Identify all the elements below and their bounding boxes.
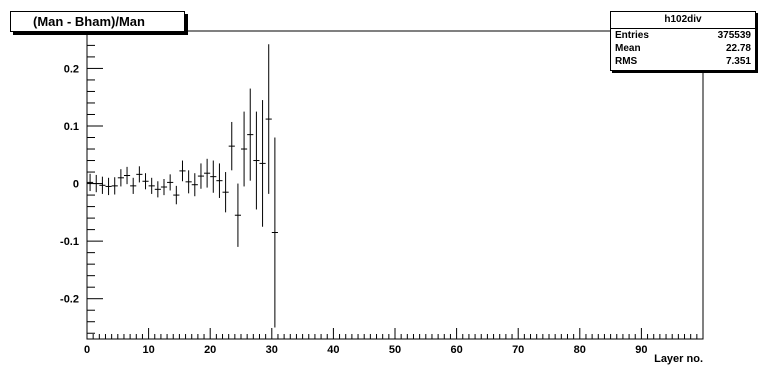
x-tick-label: 20 [204, 344, 216, 356]
data-point [154, 181, 161, 198]
x-tick-label: 40 [327, 344, 339, 356]
x-tick-label: 10 [142, 344, 154, 356]
x-tick-label: 0 [84, 344, 90, 356]
data-point [179, 160, 186, 182]
plot-frame [86, 30, 704, 340]
x-tick-label: 60 [450, 344, 462, 356]
data-point [247, 88, 254, 181]
data-point [117, 169, 124, 187]
data-point [130, 177, 137, 194]
data-point [253, 111, 260, 210]
stats-rms-label: RMS [615, 56, 638, 67]
data-point [265, 44, 272, 194]
stats-box: h102div Entries 375539 Mean 22.78 RMS 7.… [610, 11, 756, 71]
x-axis-label: Layer no. [654, 353, 703, 365]
data-point [185, 170, 192, 194]
stats-mean-label: Mean [615, 43, 641, 54]
data-point [123, 166, 131, 185]
data-point [204, 158, 211, 188]
stats-entries-value: 375539 [717, 30, 751, 41]
data-point [142, 173, 149, 190]
data-point [216, 163, 223, 198]
data-point [197, 163, 205, 189]
data-point [228, 121, 235, 171]
data-points [87, 44, 278, 328]
data-point [160, 178, 168, 196]
data-point [259, 100, 266, 227]
data-point [111, 177, 118, 195]
stats-mean-value: 22.78 [725, 43, 751, 54]
y-tick-label: -0.1 [60, 236, 79, 248]
stats-row-mean: Mean 22.78 [611, 42, 755, 55]
data-point [271, 137, 278, 328]
data-point [234, 183, 241, 247]
x-tick-label: 30 [266, 344, 278, 356]
y-tick-label: 0.2 [64, 63, 79, 75]
data-point [191, 173, 198, 197]
histogram-title: (Man - Bham)/Man [10, 11, 185, 32]
data-point [99, 176, 106, 194]
data-point [167, 174, 174, 191]
stats-rms-value: 7.351 [725, 56, 751, 67]
y-tick-label: -0.2 [60, 294, 79, 306]
data-point [87, 173, 94, 192]
data-point [210, 160, 217, 193]
x-axis-ticks: 0 10 20 30 40 50 60 70 80 90 [84, 328, 698, 356]
data-point [105, 177, 112, 196]
data-point [136, 166, 143, 183]
data-point [93, 174, 100, 193]
data-point [241, 111, 248, 187]
x-tick-label: 90 [635, 344, 647, 356]
y-tick-label: 0.1 [64, 121, 79, 133]
stats-name: h102div [611, 12, 755, 29]
x-tick-label: 50 [389, 344, 401, 356]
data-point [222, 172, 229, 213]
y-axis-ticks: -0.2 -0.1 0 0.1 0.2 [60, 33, 103, 334]
data-point [173, 185, 180, 205]
stats-entries-label: Entries [615, 30, 649, 41]
stats-row-entries: Entries 375539 [611, 29, 755, 42]
x-tick-label: 70 [512, 344, 524, 356]
data-point [148, 177, 155, 194]
x-tick-label: 80 [574, 344, 586, 356]
y-tick-label: 0 [73, 179, 79, 191]
stats-row-rms: RMS 7.351 [611, 55, 755, 68]
